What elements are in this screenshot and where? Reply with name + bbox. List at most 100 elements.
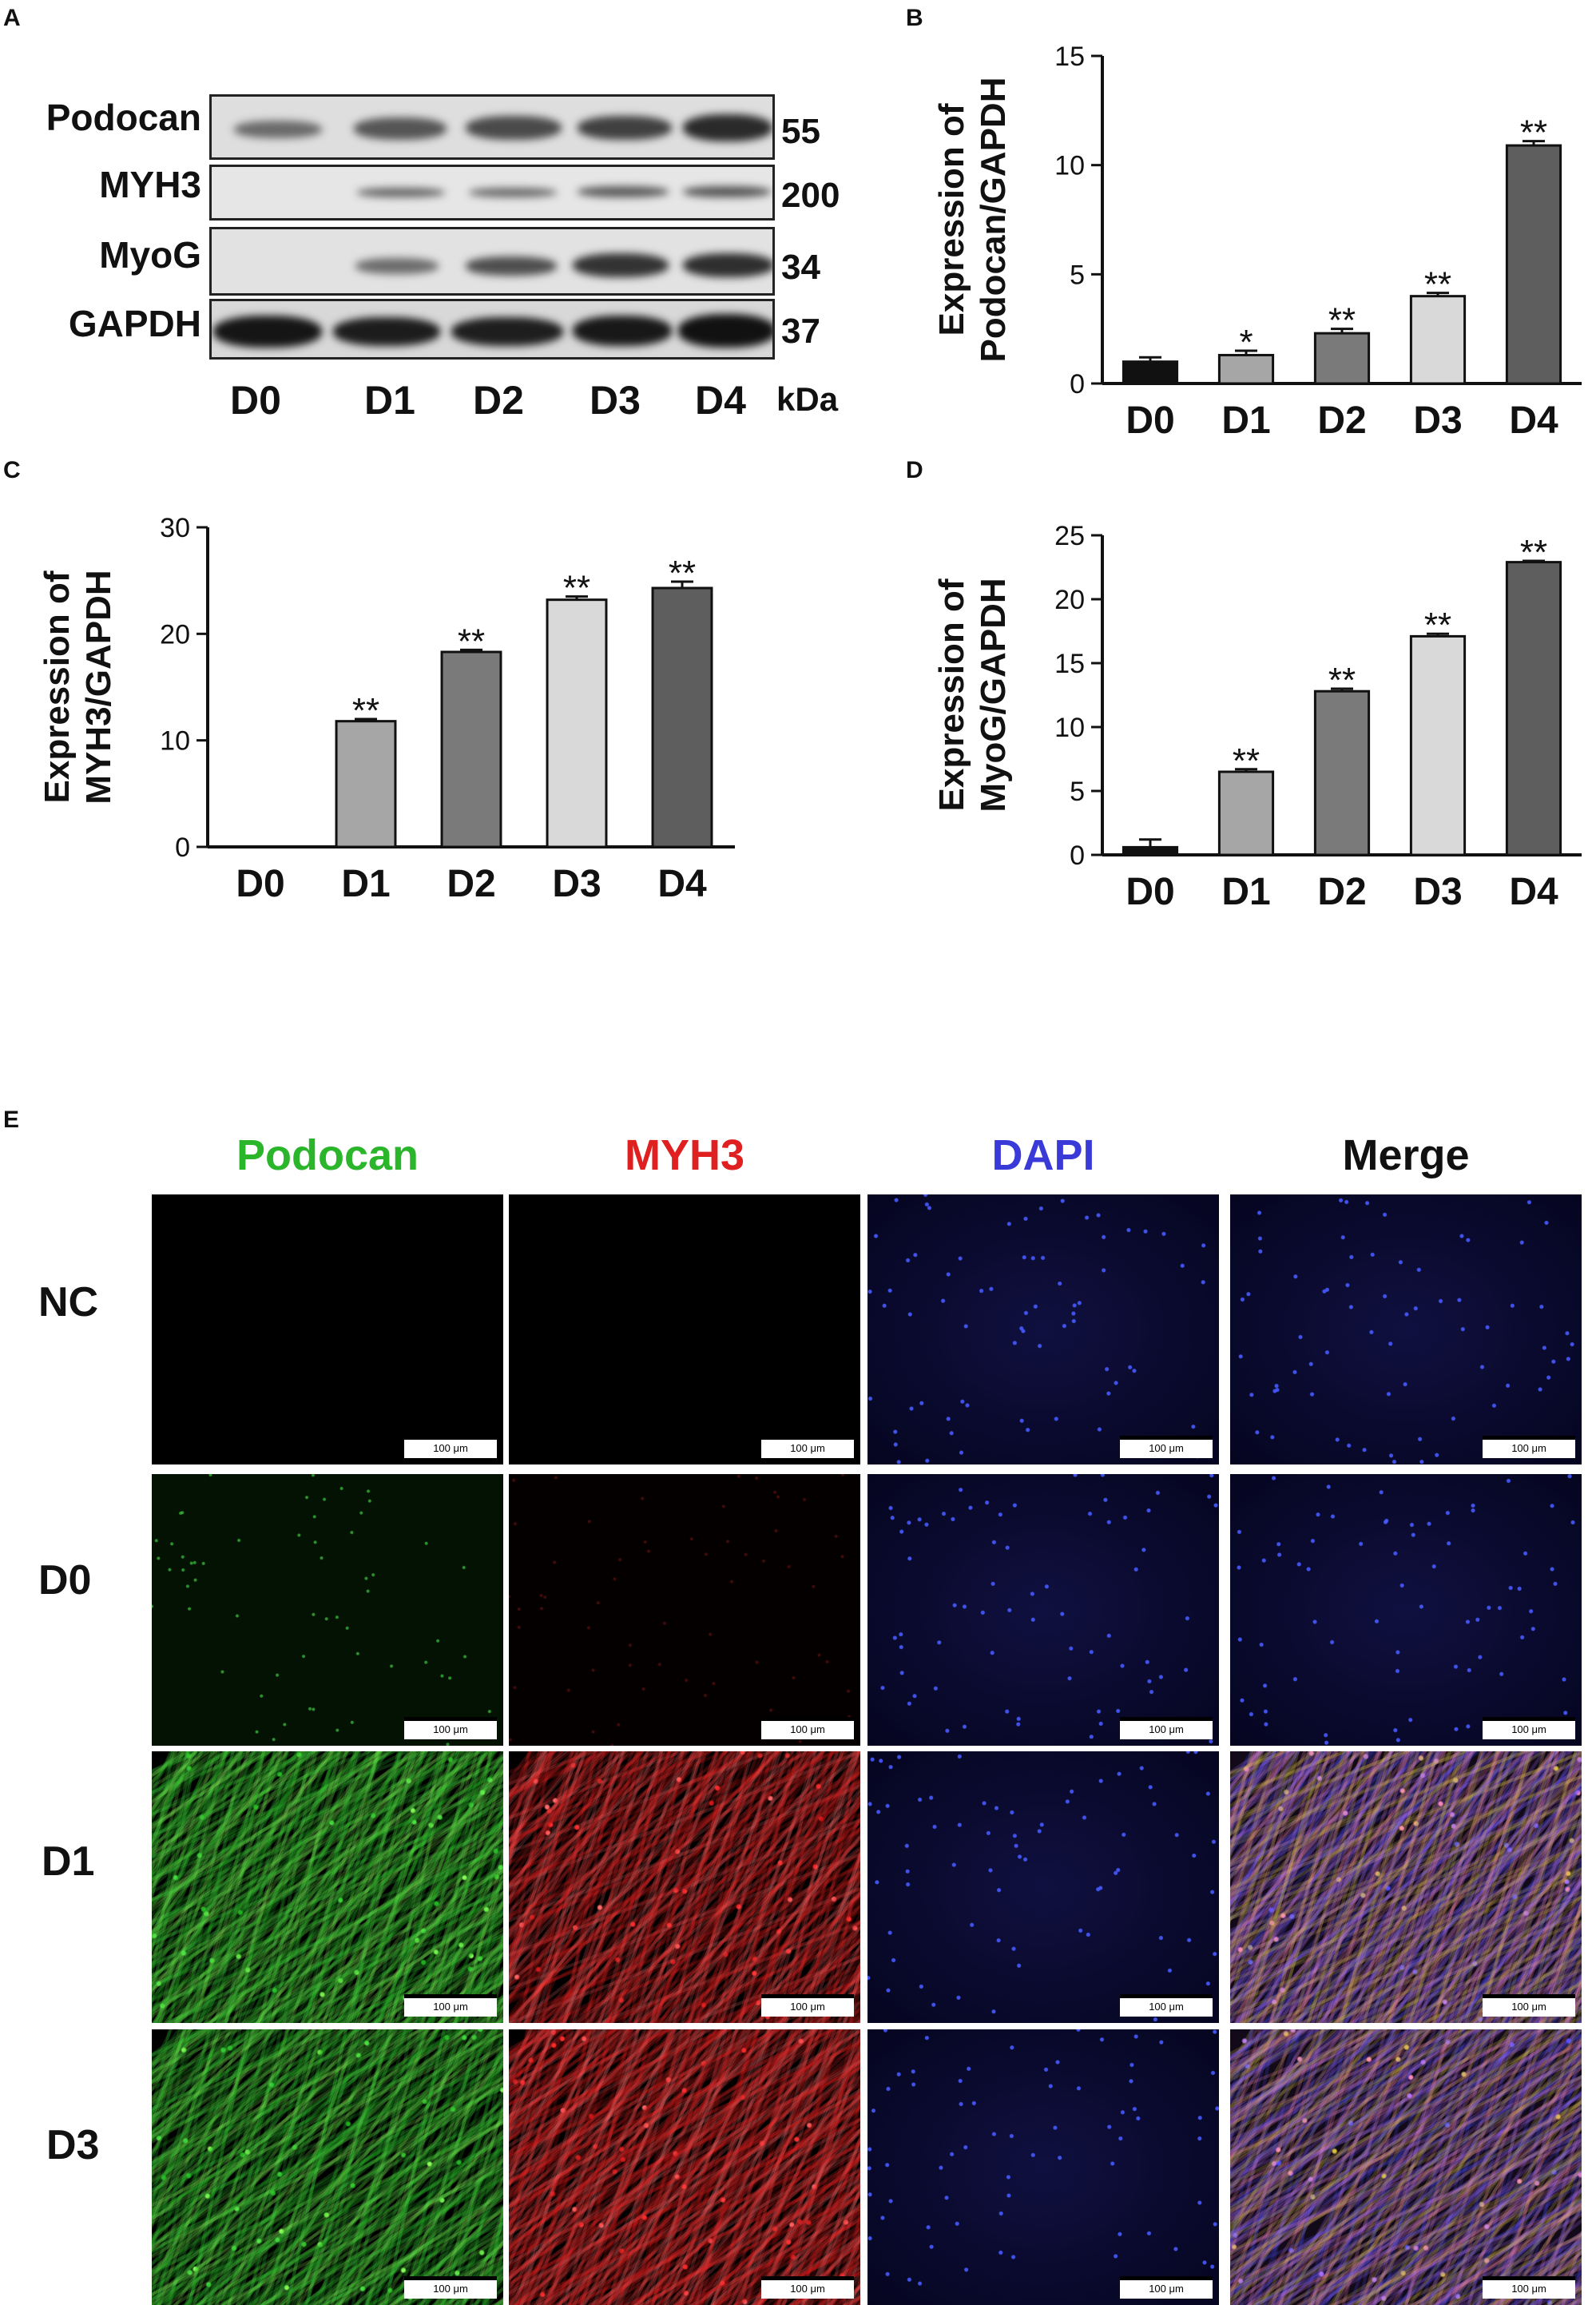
micrograph-nc-podocan: 100 μm xyxy=(152,1194,503,1464)
x-tick-label: D0 xyxy=(236,863,284,905)
significance-mark: ** xyxy=(352,691,379,730)
bar xyxy=(1217,770,1275,856)
blot-label-myog: MyoG xyxy=(99,234,201,276)
bar xyxy=(546,598,608,848)
scale-bar: 100 μm xyxy=(761,1436,854,1458)
significance-mark: ** xyxy=(1424,606,1451,645)
significance-mark: ** xyxy=(669,554,696,593)
x-tick-label: D3 xyxy=(552,863,601,905)
scale-bar: 100 μm xyxy=(761,2276,854,2299)
x-tick-label: D2 xyxy=(1317,399,1366,442)
x-tick-label: D4 xyxy=(1509,871,1558,913)
significance-mark: ** xyxy=(1233,741,1260,781)
scale-bar: 100 μm xyxy=(1120,1436,1213,1458)
micrograph-nc-myh3: 100 μm xyxy=(509,1194,860,1464)
micrograph-d1-dapi: 100 μm xyxy=(867,1751,1219,2023)
column-head-myh3: MYH3 xyxy=(624,1131,745,1179)
significance-mark: ** xyxy=(1328,301,1356,340)
bar xyxy=(1313,332,1371,385)
y-axis-label: Expression of xyxy=(932,103,971,336)
significance-mark: ** xyxy=(1520,113,1547,153)
panel-letter-c: C xyxy=(3,457,21,483)
y-tick-label: 0 xyxy=(1070,841,1085,871)
blot-lane-d1: D1 xyxy=(364,378,415,423)
y-tick-label: 0 xyxy=(1070,369,1085,399)
scale-bar: 100 μm xyxy=(1483,1717,1575,1739)
bar xyxy=(1313,690,1371,856)
scale-bar: 100 μm xyxy=(761,1717,854,1739)
blot-strip-podocan xyxy=(209,94,775,160)
chart-myh3: 0 10 20 30 Expression of MYH3/GAPDH D0 ** D1 ** D2… xyxy=(38,513,735,905)
scale-bar: 100 μm xyxy=(404,1994,497,2017)
micrograph-d0-podocan: 100 μm xyxy=(152,1474,503,1746)
panel-letter-b: B xyxy=(906,5,923,31)
scale-bar: 100 μm xyxy=(404,1436,497,1458)
blot-label-myh3: MYH3 xyxy=(99,164,201,205)
x-tick-label: D1 xyxy=(1221,399,1270,442)
y-tick-label: 25 xyxy=(1054,521,1085,551)
significance-mark: ** xyxy=(1424,265,1451,304)
chart-myog: 0 5 10 15 20 25 Expression of MyoG/GAPDH D0 ** D1 *… xyxy=(932,521,1582,913)
blot-strip-myh3 xyxy=(209,165,775,221)
blot-lane-d3: D3 xyxy=(590,378,641,423)
x-tick-label: D4 xyxy=(1509,399,1558,442)
micrograph-d1-merge: 100 μm xyxy=(1230,1751,1582,2023)
blot-strip-myog xyxy=(209,227,775,296)
blot-lane-d2: D2 xyxy=(473,378,524,423)
blot-kda-myh3: 200 xyxy=(781,176,840,215)
micrograph-nc-dapi: 100 μm xyxy=(867,1194,1219,1464)
micrograph-nc-merge: 100 μm xyxy=(1230,1194,1582,1464)
significance-mark: ** xyxy=(563,569,590,608)
significance-mark: ** xyxy=(1520,533,1547,572)
column-head-merge: Merge xyxy=(1342,1131,1470,1179)
y-tick-label: 20 xyxy=(1054,585,1085,615)
x-tick-label: D3 xyxy=(1413,399,1462,442)
scale-bar: 100 μm xyxy=(1120,1994,1213,2017)
y-tick-label: 30 xyxy=(160,513,190,543)
significance-mark: ** xyxy=(458,622,485,661)
micrograph-d3-myh3: 100 μm xyxy=(509,2029,860,2305)
y-axis-label: Podocan/GAPDH xyxy=(974,77,1013,363)
x-tick-label: D1 xyxy=(1221,871,1270,913)
panel-letter-e: E xyxy=(3,1107,20,1133)
micrograph-d1-myh3: 100 μm xyxy=(509,1751,860,2023)
x-tick-label: D0 xyxy=(1126,399,1174,442)
blot-kda-gapdh: 37 xyxy=(781,312,820,351)
bar xyxy=(440,650,502,848)
row-head-nc: NC xyxy=(38,1279,99,1325)
blot-lane-d0: D0 xyxy=(230,378,281,423)
y-tick-label: 15 xyxy=(1054,649,1085,679)
scale-bar: 100 μm xyxy=(404,2276,497,2299)
row-head-d1: D1 xyxy=(42,1838,95,1885)
micrograph-d0-merge: 100 μm xyxy=(1230,1474,1582,1746)
blot-strip-gapdh xyxy=(209,299,775,360)
significance-mark: * xyxy=(1239,323,1253,362)
bar xyxy=(1409,634,1467,856)
y-tick-label: 5 xyxy=(1070,260,1085,290)
x-tick-label: D4 xyxy=(657,863,707,905)
chart-podocan: 0 5 10 15 Expression of Podocan/GAPDH D0 * D1 ** D… xyxy=(932,42,1582,442)
y-axis-label: MyoG/GAPDH xyxy=(974,578,1013,812)
scale-bar: 100 μm xyxy=(1483,2276,1575,2299)
micrograph-d3-podocan: 100 μm xyxy=(152,2029,503,2305)
panel-letter-d: D xyxy=(906,457,923,483)
bar xyxy=(1505,144,1562,385)
x-tick-label: D2 xyxy=(447,863,495,905)
y-tick-label: 10 xyxy=(1054,151,1085,181)
significance-mark: ** xyxy=(1328,661,1356,700)
micrograph-d0-dapi: 100 μm xyxy=(867,1474,1219,1746)
y-tick-label: 20 xyxy=(160,619,190,650)
micrograph-d3-dapi: 100 μm xyxy=(867,2029,1219,2305)
blot-kda-unit: kDa xyxy=(776,380,839,418)
blot-label-podocan: Podocan xyxy=(46,97,201,138)
micrograph-d1-podocan: 100 μm xyxy=(152,1751,503,2023)
x-tick-label: D3 xyxy=(1413,871,1462,913)
blot-kda-podocan: 55 xyxy=(781,112,820,151)
y-tick-label: 10 xyxy=(1054,713,1085,743)
bar xyxy=(651,586,713,848)
x-tick-label: D2 xyxy=(1317,871,1366,913)
panel-letter-a: A xyxy=(3,5,21,31)
bar xyxy=(1122,845,1179,856)
y-tick-label: 10 xyxy=(160,726,190,757)
row-head-d3: D3 xyxy=(46,2122,100,2168)
